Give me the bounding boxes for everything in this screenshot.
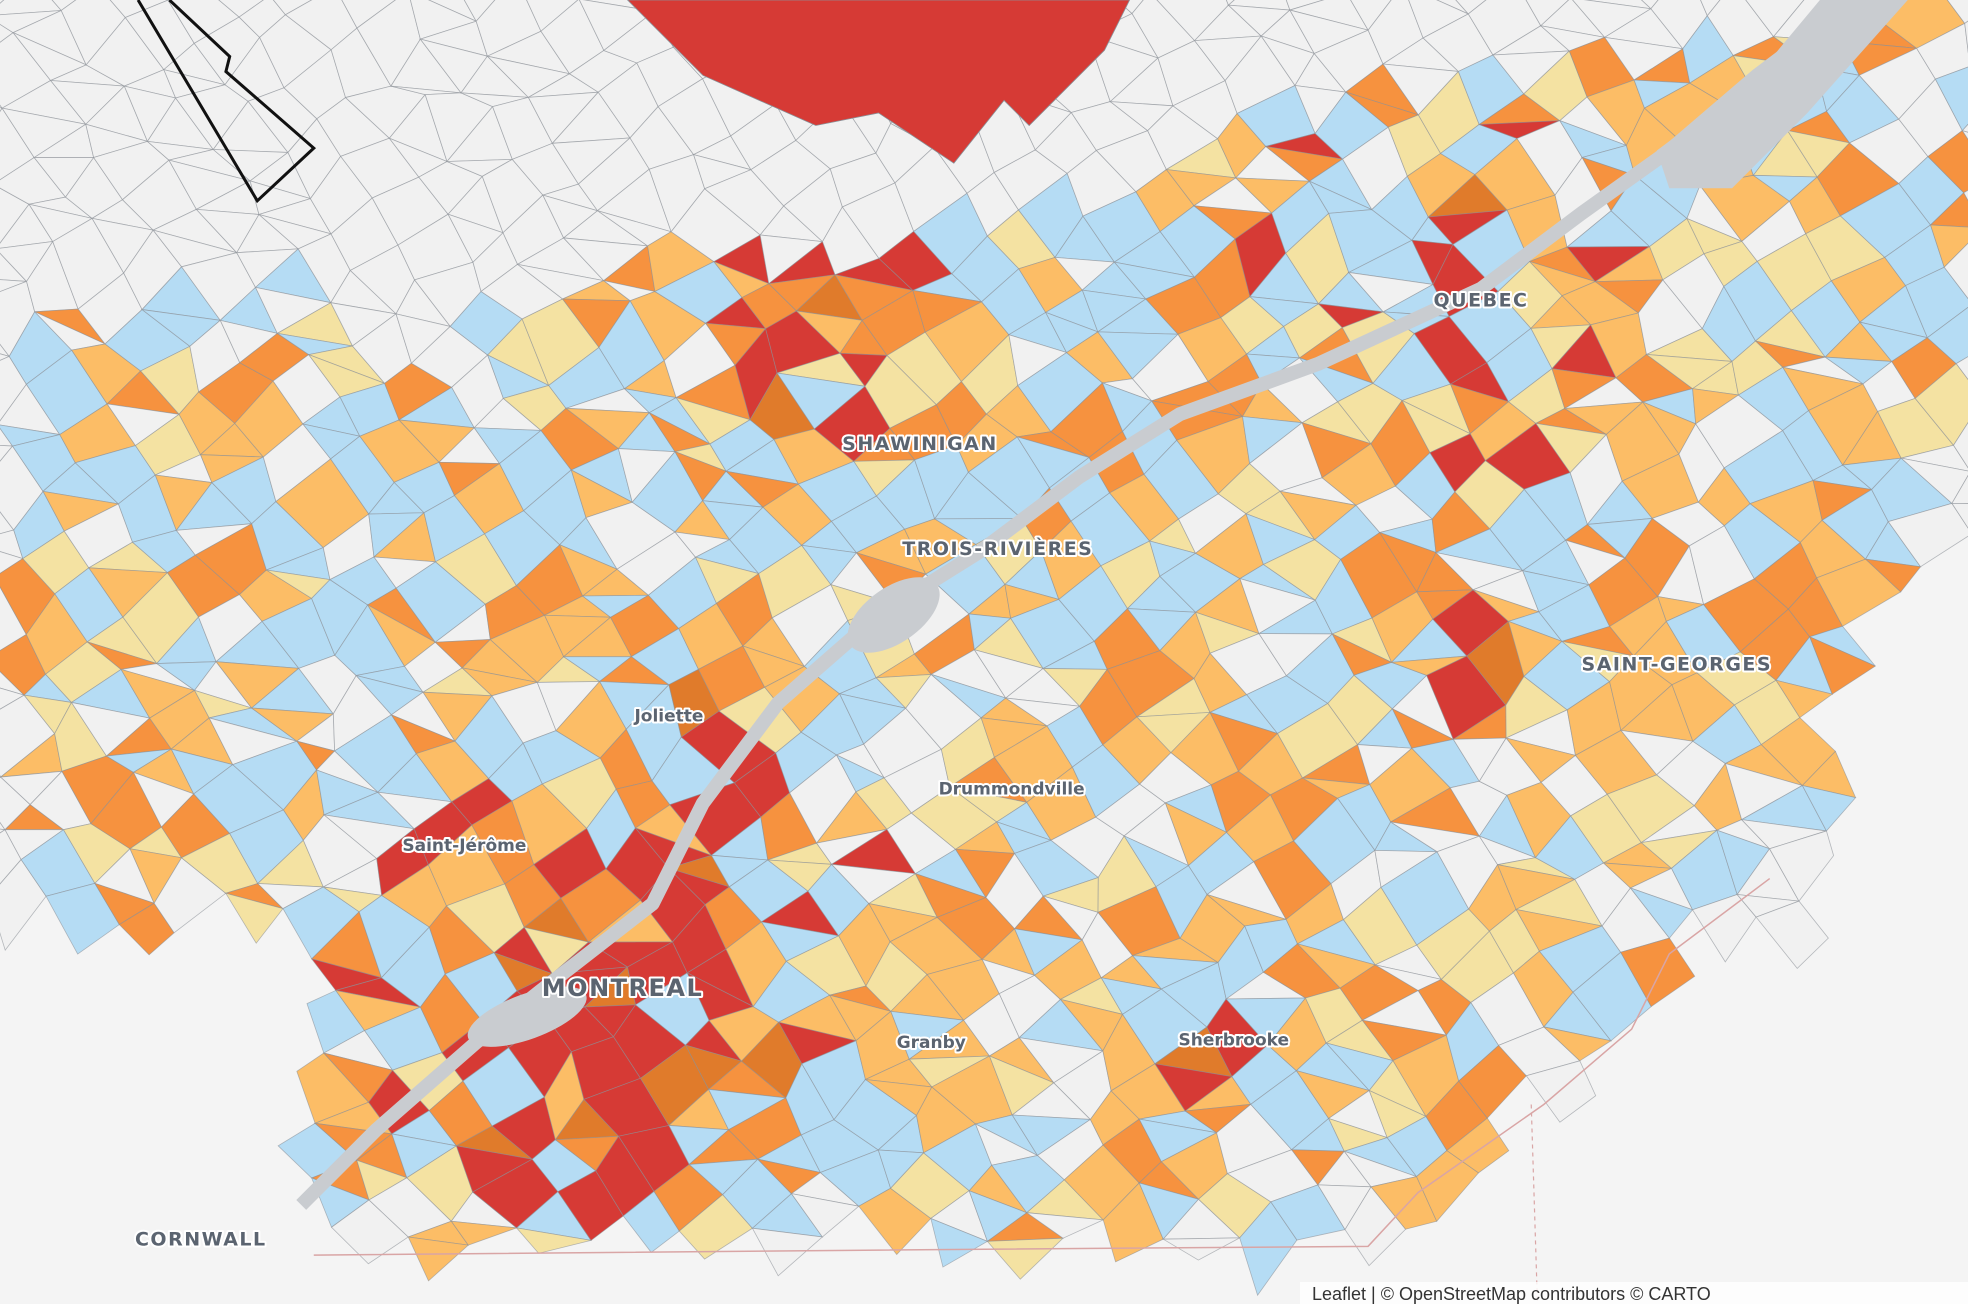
region — [0, 687, 26, 710]
water — [296, 0, 1908, 1210]
region — [1525, 1060, 1597, 1123]
region — [1951, 502, 1968, 529]
province-border — [136, 0, 317, 204]
city-label: Drummondville — [939, 779, 1085, 799]
region — [1961, 129, 1968, 140]
region — [272, 0, 313, 16]
region — [515, 1227, 592, 1254]
region — [1953, 422, 1968, 469]
region — [1955, 356, 1968, 380]
region — [1916, 22, 1968, 80]
region — [1914, 363, 1968, 446]
region — [1542, 1026, 1612, 1062]
region — [51, 0, 77, 12]
region — [1864, 558, 1922, 593]
state-border — [1530, 1104, 1539, 1304]
city-label: Sherbrooke — [1178, 1030, 1289, 1050]
lake — [847, 577, 940, 653]
region — [1964, 20, 1968, 54]
region — [0, 353, 11, 361]
estuary — [1656, 0, 1908, 189]
region — [1629, 887, 1694, 939]
region — [1961, 123, 1968, 133]
region — [341, 0, 397, 29]
region — [1963, 189, 1968, 202]
region — [1801, 784, 1857, 832]
region — [1943, 242, 1968, 300]
region — [1768, 830, 1835, 902]
region — [450, 1220, 517, 1246]
attribution-box — [1300, 1282, 1968, 1304]
region — [1755, 900, 1829, 970]
city-label: SAINT-GEORGES — [1582, 654, 1773, 676]
borders — [136, 0, 1771, 1304]
city-label: Granby — [897, 1033, 966, 1053]
region — [1809, 636, 1877, 695]
region — [1641, 0, 1659, 10]
city-label: CORNWALL — [135, 1229, 267, 1251]
region — [224, 892, 284, 944]
region — [1455, 0, 1487, 15]
region — [1934, 66, 1968, 132]
attribution[interactable]: Leaflet | © OpenStreetMap contributors ©… — [1312, 1284, 1711, 1304]
region — [790, 1193, 860, 1238]
region — [1926, 306, 1968, 365]
region — [1620, 937, 1696, 1008]
region — [1446, 1117, 1510, 1174]
region — [218, 0, 265, 18]
region — [1025, 1212, 1105, 1239]
region — [1887, 502, 1968, 568]
city-label: QUEBEC — [1434, 290, 1529, 312]
city-label: SHAWINIGAN — [842, 433, 998, 455]
region — [1951, 474, 1968, 504]
region — [1775, 679, 1834, 719]
region — [1161, 1237, 1240, 1261]
region — [1927, 130, 1968, 194]
city-label: MONTREAL — [542, 974, 703, 1002]
region — [1350, 0, 1392, 31]
city-labels: QUEBEC SHAWINIGAN TROIS-RIVIÈRES SAINT-GEOR… — [133, 288, 1773, 1253]
city-label: Joliette — [633, 707, 703, 727]
region — [1905, 266, 1968, 339]
city-label: Saint-Jérôme — [402, 836, 526, 856]
region — [407, 1236, 470, 1282]
city-label: TROIS-RIVIÈRES — [902, 537, 1093, 560]
region — [751, 1227, 824, 1277]
region — [1700, 0, 1721, 17]
region — [0, 279, 27, 293]
region — [626, 0, 1131, 164]
country-border — [313, 877, 1771, 1256]
region — [930, 1217, 989, 1268]
lake — [467, 986, 587, 1047]
region — [463, 0, 496, 22]
region — [1946, 0, 1968, 24]
